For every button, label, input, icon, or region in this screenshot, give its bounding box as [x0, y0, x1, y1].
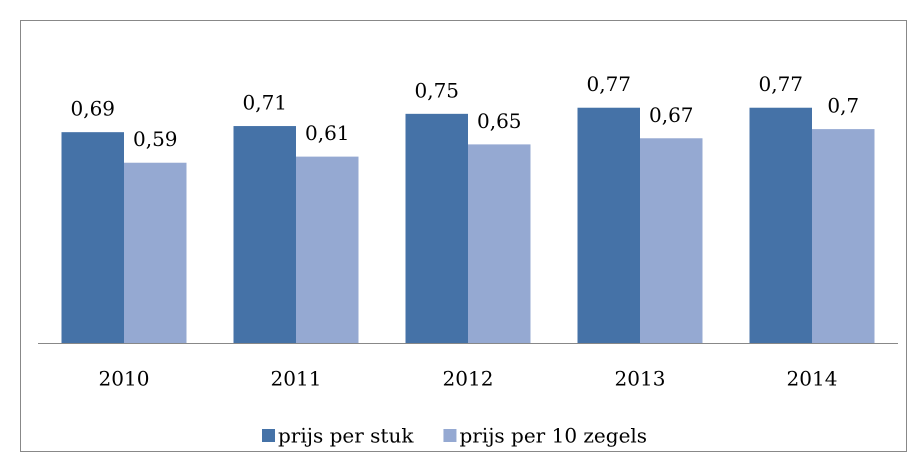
value-label: 0,75	[414, 78, 459, 102]
bar	[749, 107, 812, 343]
legend-swatch	[443, 429, 457, 442]
value-label: 0,7	[827, 94, 859, 118]
x-tick-label: 2013	[615, 367, 666, 391]
bar	[812, 129, 875, 343]
bar	[640, 138, 703, 343]
bar	[577, 107, 640, 343]
bar	[296, 156, 359, 343]
bar	[468, 144, 531, 343]
value-label: 0,59	[133, 127, 178, 151]
value-label: 0,67	[649, 103, 694, 127]
value-label: 0,77	[758, 72, 803, 96]
x-tick-label: 2014	[787, 367, 838, 391]
bar	[124, 162, 187, 343]
bar	[233, 126, 296, 343]
x-tick-label: 2011	[271, 367, 322, 391]
legend-label: prijs per stuk	[278, 424, 414, 448]
value-label: 0,69	[70, 97, 115, 121]
value-label: 0,65	[477, 109, 522, 133]
x-tick-label: 2012	[443, 367, 494, 391]
value-label: 0,71	[242, 91, 287, 115]
x-tick-label: 2010	[99, 367, 150, 391]
legend-swatch	[262, 429, 275, 442]
value-label: 0,61	[305, 121, 350, 145]
bar	[405, 113, 468, 343]
value-label: 0,77	[586, 72, 631, 96]
legend-label: prijs per 10 zegels	[459, 424, 647, 448]
bar	[61, 132, 124, 343]
